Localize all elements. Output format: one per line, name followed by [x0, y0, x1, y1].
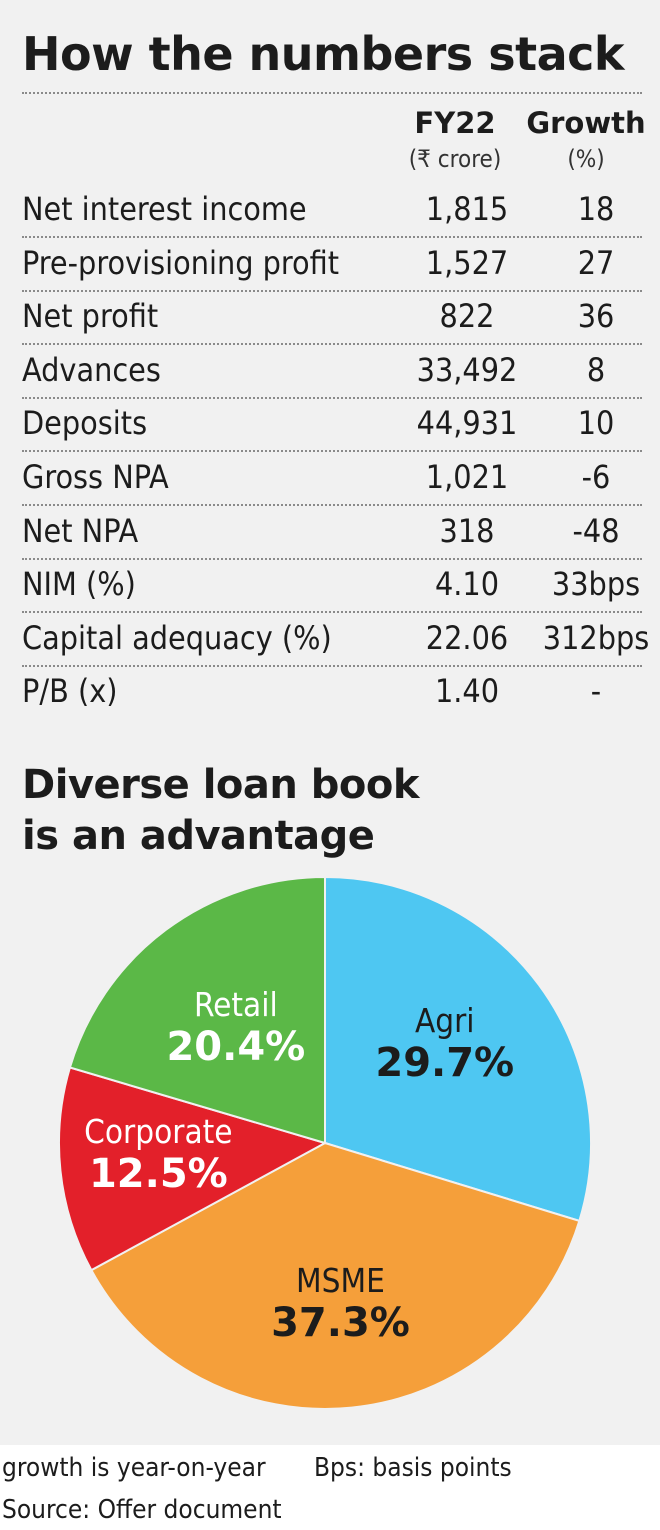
pie-label-agri: Agri 29.7% — [375, 1001, 515, 1087]
row-growth-value: -6 — [581, 458, 611, 496]
row-label: Pre-provisioning profit — [22, 244, 340, 282]
row-divider — [22, 611, 642, 613]
pie-slice-agri — [324, 875, 592, 1223]
row-divider — [22, 343, 642, 345]
row-label: Net NPA — [22, 512, 139, 550]
table-title: How the numbers stack — [22, 27, 624, 81]
fy22-column-header: FY22 — [414, 106, 496, 140]
row-label: Gross NPA — [22, 458, 169, 496]
slice-name: MSME — [296, 1261, 385, 1301]
row-fy22-value: 1.40 — [434, 672, 500, 710]
row-divider — [22, 236, 642, 238]
row-fy22-value: 33,492 — [416, 351, 518, 389]
source-note: Source: Offer document — [2, 1495, 282, 1525]
pie-label-corporate: Corporate 12.5% — [84, 1111, 233, 1197]
row-label: Net interest income — [22, 190, 307, 228]
row-fy22-value: 4.10 — [434, 565, 500, 603]
row-fy22-value: 44,931 — [416, 404, 518, 442]
table-row: P/B (x) 1.40 - — [22, 668, 642, 714]
pie-slice-msme — [90, 1141, 581, 1410]
fy22-column-unit: (₹ crore) — [408, 145, 502, 173]
row-growth-value: 33bps — [551, 565, 641, 603]
table-row: Deposits 44,931 10 — [22, 400, 642, 446]
pie-slice-corporate — [58, 1066, 328, 1272]
table-row: Gross NPA 1,021 -6 — [22, 454, 642, 500]
table-row: Pre-provisioning profit 1,527 27 — [22, 240, 642, 286]
slice-percentage: 37.3% — [271, 1300, 410, 1347]
row-label: Advances — [22, 351, 161, 389]
slice-percentage: 12.5% — [88, 1150, 228, 1197]
row-growth-value: 8 — [586, 351, 606, 389]
slice-name: Corporate — [84, 1111, 233, 1151]
pie-title-line-1: Diverse loan book — [22, 762, 420, 808]
row-divider — [22, 504, 642, 506]
row-divider — [22, 665, 642, 667]
pie-title-line-2: is an advantage — [22, 813, 375, 859]
slice-name: Agri — [414, 1001, 475, 1041]
row-divider — [22, 450, 642, 452]
row-divider — [22, 397, 642, 399]
slice-percentage: 20.4% — [166, 1023, 306, 1070]
table-row: Net NPA 318 -48 — [22, 508, 642, 554]
row-label: Net profit — [22, 297, 159, 335]
pie-slice-retail — [68, 875, 326, 1145]
slice-percentage: 29.7% — [375, 1040, 515, 1087]
bps-note: Bps: basis points — [314, 1453, 512, 1483]
row-label: Capital adequacy (%) — [22, 619, 332, 657]
row-fy22-value: 1,021 — [425, 458, 509, 496]
slice-name: Retail — [193, 984, 278, 1024]
table-row: NIM (%) 4.10 33bps — [22, 561, 642, 607]
table-row: Net profit 822 36 — [22, 293, 642, 339]
pie-label-msme: MSME 37.3% — [271, 1261, 410, 1347]
row-fy22-value: 318 — [439, 512, 495, 550]
growth-note: growth is year-on-year — [2, 1453, 266, 1483]
table-row: Net interest income 1,815 18 — [22, 186, 642, 232]
table-row: Capital adequacy (%) 22.06 312bps — [22, 615, 649, 661]
row-label: Deposits — [22, 404, 148, 442]
row-divider — [22, 290, 642, 292]
row-growth-value: -48 — [572, 512, 620, 550]
table-row: Advances 33,492 8 — [22, 347, 642, 393]
row-fy22-value: 1,815 — [425, 190, 509, 228]
title-divider — [22, 92, 642, 94]
row-divider — [22, 558, 642, 560]
row-growth-value: 36 — [577, 297, 615, 335]
row-growth-value: - — [590, 672, 602, 710]
growth-column-header: Growth — [526, 106, 646, 140]
row-fy22-value: 822 — [439, 297, 495, 335]
growth-column-unit: (%) — [567, 145, 605, 173]
row-label: P/B (x) — [22, 672, 118, 710]
row-growth-value: 27 — [577, 244, 615, 282]
row-label: NIM (%) — [22, 565, 136, 603]
row-growth-value: 18 — [577, 190, 615, 228]
pie-svg — [58, 875, 592, 1410]
row-growth-value: 10 — [577, 404, 615, 442]
loan-book-pie-chart: Agri 29.7% MSME 37.3% Corporate 12.5% Retail 20… — [0, 860, 660, 1440]
pie-label-retail: Retail 20.4% — [166, 984, 306, 1070]
row-fy22-value: 22.06 — [425, 619, 509, 657]
row-growth-value: 312bps — [542, 619, 650, 657]
row-fy22-value: 1,527 — [425, 244, 509, 282]
